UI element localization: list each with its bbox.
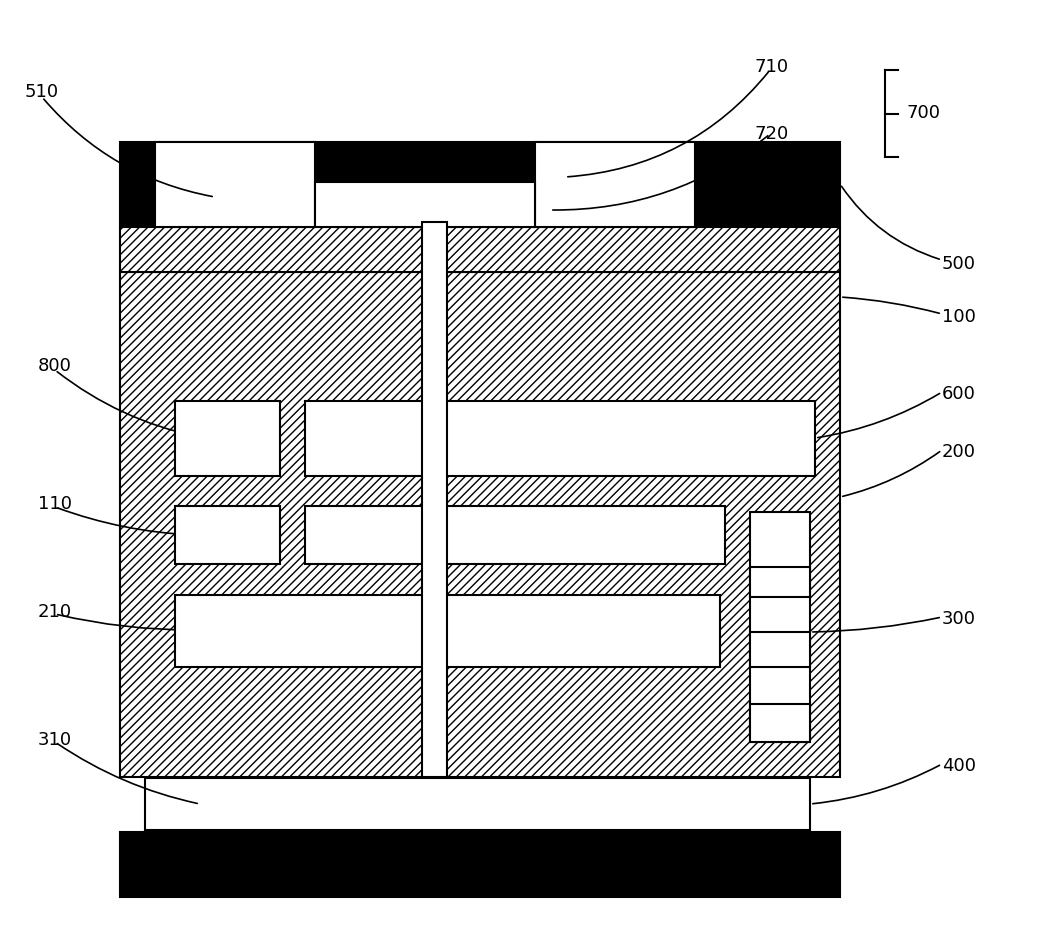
Bar [750, 512, 810, 742]
Bar [175, 401, 280, 476]
Bar [120, 227, 840, 272]
Text: 310: 310 [38, 731, 72, 749]
Text: 200: 200 [942, 443, 976, 461]
Bar [120, 142, 840, 227]
Text: 710: 710 [755, 58, 789, 76]
Text: 100: 100 [942, 308, 976, 326]
Bar [750, 567, 810, 597]
Bar [750, 632, 810, 667]
Text: 210: 210 [38, 603, 72, 621]
Text: 600: 600 [942, 385, 976, 403]
Bar [175, 506, 280, 564]
Bar [175, 595, 720, 667]
Bar [315, 182, 535, 227]
Text: 110: 110 [38, 495, 72, 513]
Text: 510: 510 [25, 83, 59, 101]
Bar [535, 142, 695, 227]
Bar [145, 778, 810, 830]
Bar [305, 506, 725, 564]
Text: 500: 500 [942, 255, 976, 273]
Bar [305, 401, 816, 476]
Text: 300: 300 [942, 610, 976, 628]
Bar [155, 142, 315, 227]
Bar [750, 704, 810, 742]
Text: 800: 800 [38, 357, 72, 375]
Text: 400: 400 [942, 757, 976, 775]
Bar [120, 272, 840, 777]
Bar [422, 222, 447, 777]
Text: 700: 700 [907, 105, 941, 123]
Bar [120, 832, 840, 897]
Text: 720: 720 [755, 125, 789, 143]
